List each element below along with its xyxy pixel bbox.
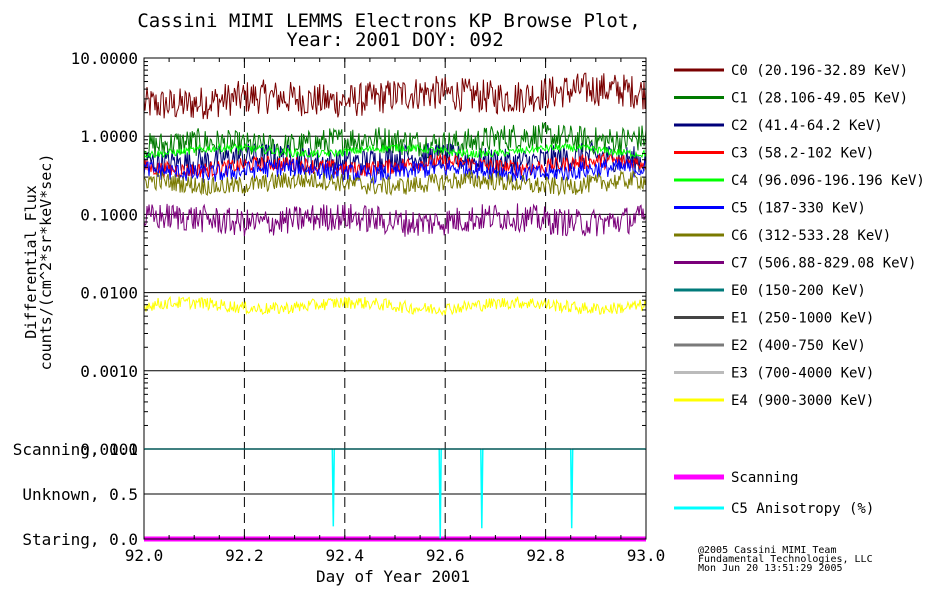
ylabel-line-1: Differential Flux <box>22 185 40 339</box>
x-tick-label: 92.6 <box>426 546 465 565</box>
legend-label: C2 (41.4-64.2 KeV) <box>731 118 883 134</box>
credits: @2005 Cassini MIMI Team Fundamental Tech… <box>698 545 873 574</box>
title-line-2: Year: 2001 DOY: 092 <box>286 29 503 51</box>
legend-label: E4 (900-3000 KeV) <box>731 393 874 409</box>
flux-panel-frame <box>143 57 647 450</box>
legend: C0 (20.196-32.89 KeV) C1 (28.106-49.05 Ke… <box>674 63 925 409</box>
ylabel-line-2: counts/(cm^2*sr*keV*sec) <box>37 154 55 371</box>
mode-grid <box>144 449 646 539</box>
credits-line-3: Mon Jun 20 13:51:29 2005 <box>698 563 843 574</box>
flux-line <box>143 203 647 237</box>
x-tick-label: 92.0 <box>125 546 164 565</box>
mode-y-tick-label: Staring, 0.0 <box>22 530 138 549</box>
legend-mode-label: C5 Anisotropy (%) <box>731 501 874 517</box>
chart-title: Cassini MIMI LEMMS Electrons KP Browse P… <box>137 10 640 51</box>
legend-label: E2 (400-750 KeV) <box>731 338 866 354</box>
credits-line-2: Fundamental Technologies, LLC <box>698 554 873 565</box>
x-tick-label: 92.2 <box>225 546 264 565</box>
x-tick-label: 92.8 <box>526 546 565 565</box>
flux-y-tick-label: 0.0100 <box>80 284 138 303</box>
flux-line <box>143 151 647 179</box>
x-axis-label: Day of Year 2001 <box>316 567 470 586</box>
flux-y-tick-label: 0.1000 <box>80 205 138 224</box>
legend-mode: Scanning C5 Anisotropy (%) <box>674 470 874 517</box>
flux-y-tick-label: 0.0001 <box>80 440 138 459</box>
mode-y-ticks: Scanning, 1.0 Unknown, 0.5 Staring, 0.0 <box>13 440 138 549</box>
x-axis-ticks: 92.0 92.2 92.4 92.6 92.8 93.0 <box>125 58 666 565</box>
legend-label: E0 (150-200 KeV) <box>731 283 866 299</box>
flux-y-tick-label: 0.0010 <box>80 362 138 381</box>
credits-line-1: @2005 Cassini MIMI Team <box>698 545 837 556</box>
flux-y-tick-label: 1.0000 <box>80 127 138 146</box>
legend-label: C3 (58.2-102 KeV) <box>731 146 874 162</box>
legend-label: C7 (506.88-829.08 KeV) <box>731 256 916 272</box>
legend-label: C0 (20.196-32.89 KeV) <box>731 63 908 79</box>
mode-y-tick-label: Unknown, 0.5 <box>22 485 138 504</box>
title-line-1: Cassini MIMI LEMMS Electrons KP Browse P… <box>137 10 640 32</box>
flux-line <box>143 295 647 317</box>
flux-line <box>143 169 647 197</box>
flux-line <box>143 122 647 161</box>
legend-label: E3 (700-4000 KeV) <box>731 366 874 382</box>
flux-y-tick-label: 10.0000 <box>71 49 138 68</box>
legend-label: C5 (187-330 KeV) <box>731 201 866 217</box>
flux-y-ticks: 10.0000 1.0000 0.1000 0.0100 0.0010 0.0001 <box>71 49 646 459</box>
flux-grid <box>144 58 646 449</box>
legend-label: C1 (28.106-49.05 KeV) <box>731 91 908 107</box>
mode-y-tick-label: Scanning, 1.0 <box>13 440 138 459</box>
flux-line <box>143 158 647 185</box>
legend-label: E1 (250-1000 KeV) <box>731 311 874 327</box>
flux-line <box>143 72 647 120</box>
flux-series <box>143 72 647 317</box>
legend-label: C6 (312-533.28 KeV) <box>731 228 891 244</box>
x-tick-label: 93.0 <box>627 546 666 565</box>
legend-mode-label: Scanning <box>731 470 798 486</box>
y-axis-label: Differential Flux counts/(cm^2*sr*keV*se… <box>22 154 55 371</box>
flux-line <box>143 142 647 160</box>
legend-label: C4 (96.096-196.196 KeV) <box>731 173 925 189</box>
x-tick-label: 92.4 <box>326 546 365 565</box>
flux-line <box>143 140 647 177</box>
